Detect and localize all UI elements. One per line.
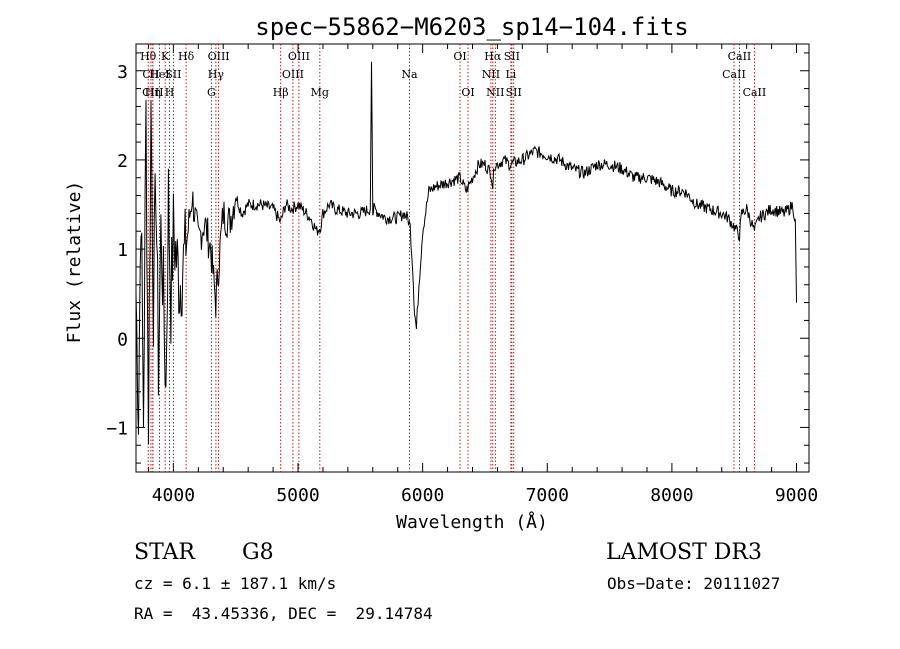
spectral-line-label: Hθ bbox=[140, 50, 157, 63]
spectral-line-label: Na bbox=[401, 68, 418, 81]
spectral-line-label: CIII bbox=[142, 86, 163, 99]
chart-title: spec−55862−M6203_sp14−104.fits bbox=[255, 13, 688, 41]
coordinates: RA = 43.45336, DEC = 29.14784 bbox=[134, 604, 433, 623]
y-tick-label: 3 bbox=[117, 62, 128, 83]
x-tick-label: 8000 bbox=[650, 485, 693, 506]
spectral-line-label: Hδ bbox=[178, 50, 195, 63]
spectral-line-label: Hγ bbox=[208, 68, 225, 81]
y-tick-label: −1 bbox=[106, 418, 128, 439]
spectral-line-label: OIII bbox=[282, 68, 304, 81]
spectral-line-label: Li bbox=[505, 68, 516, 81]
spectral-line-label: Hα bbox=[484, 50, 502, 63]
spectral-line-label: SII bbox=[165, 68, 181, 81]
x-tick-label: 5000 bbox=[276, 485, 319, 506]
y-axis-label: Flux (relative) bbox=[64, 181, 85, 344]
spectral-line-label: CaII bbox=[728, 50, 752, 63]
spectral-line-label: OIII bbox=[208, 50, 230, 63]
spectral-line-label: OI bbox=[461, 86, 474, 99]
survey-name: LAMOST DR3 bbox=[606, 540, 762, 565]
spectrum-series-flux bbox=[135, 61, 797, 445]
x-tick-label: 9000 bbox=[775, 485, 818, 506]
plot-area: 4000 5000 6000 7000 8000 9000−10123HθCIICIIIH… bbox=[106, 43, 818, 506]
observation-date: Obs−Date: 20111027 bbox=[607, 574, 781, 593]
spectral-line-label: G bbox=[207, 86, 216, 99]
spectral-line-label: Mg bbox=[311, 86, 329, 99]
object-subclass: G8 bbox=[242, 540, 274, 565]
spectral-line-label: Hβ bbox=[273, 86, 289, 99]
spectral-line-label: CaII bbox=[722, 68, 746, 81]
x-tick-label: 4000 bbox=[152, 485, 195, 506]
y-tick-label: 0 bbox=[117, 329, 128, 350]
plot-frame bbox=[135, 43, 810, 473]
y-tick-label: 1 bbox=[117, 240, 128, 261]
x-tick-label: 7000 bbox=[526, 485, 569, 506]
object-class: STAR bbox=[134, 540, 195, 565]
spectral-line-label: OI bbox=[453, 50, 466, 63]
redshift-cz: cz = 6.1 ± 187.1 km/s bbox=[134, 574, 337, 593]
spectral-line-label: SII bbox=[506, 86, 522, 99]
spectral-line-label: Hη bbox=[145, 86, 161, 99]
x-axis-label: Wavelength (Å) bbox=[396, 511, 548, 533]
spectral-line-label: HeI bbox=[149, 68, 169, 81]
spectral-line-label: SII bbox=[504, 50, 520, 63]
spectral-line-label: H bbox=[165, 86, 175, 99]
spectral-line-label: NII bbox=[486, 86, 504, 99]
spectral-line-label: CaII bbox=[743, 86, 767, 99]
x-tick-label: 6000 bbox=[401, 485, 444, 506]
spectral-line-label: OIII bbox=[288, 50, 310, 63]
spectral-line-label: CII bbox=[142, 68, 159, 81]
y-tick-label: 2 bbox=[117, 151, 128, 172]
spectral-line-label: NII bbox=[482, 68, 500, 81]
spectral-line-label: K bbox=[161, 50, 170, 63]
